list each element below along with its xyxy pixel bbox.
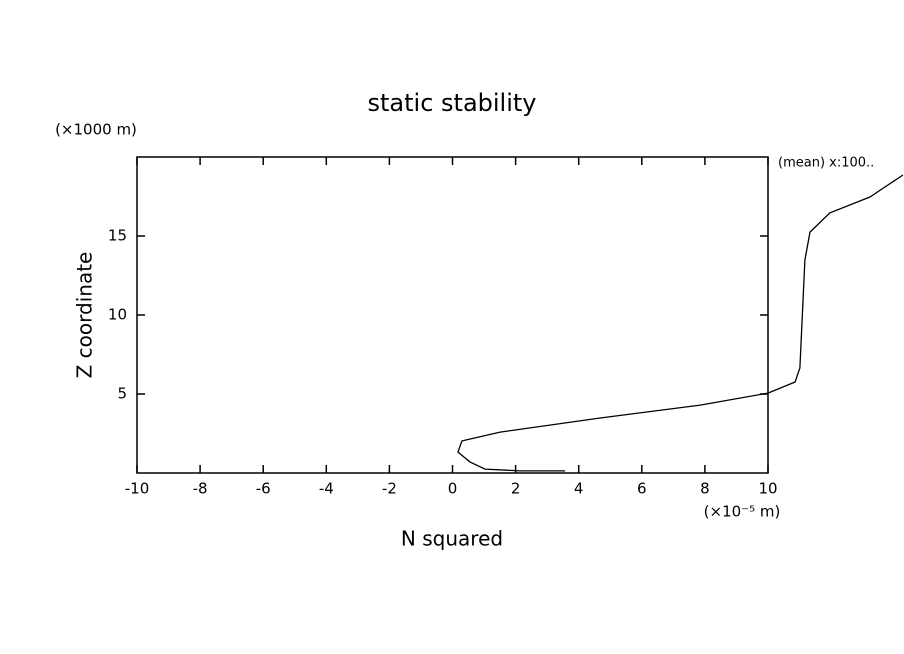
y-tick-label: 5 <box>117 385 127 403</box>
x-axis-label: N squared <box>401 527 503 551</box>
x-tick-label: -4 <box>319 480 334 498</box>
y-unit: (×1000 m) <box>55 121 137 139</box>
y-axis-label: Z coordinate <box>73 252 97 379</box>
y-tick-label: 10 <box>108 306 127 324</box>
x-tick-label: 8 <box>700 480 710 498</box>
y-tick-label: 15 <box>108 227 127 245</box>
x-tick-label: -10 <box>125 480 150 498</box>
x-tick-label: 6 <box>637 480 647 498</box>
x-tick-label: 2 <box>511 480 521 498</box>
data-line <box>457 174 904 472</box>
x-tick-label: -6 <box>256 480 271 498</box>
x-tick-label: 10 <box>758 480 777 498</box>
x-tick-label: -2 <box>382 480 397 498</box>
x-tick-label: 4 <box>574 480 584 498</box>
x-tick-label: 0 <box>448 480 458 498</box>
plot-frame <box>136 156 769 474</box>
chart-title: static stability <box>368 89 537 117</box>
x-unit: (×10⁻⁵ m) <box>704 503 781 521</box>
x-tick-label: -8 <box>193 480 208 498</box>
annotation: (mean) x:100.. <box>778 156 874 171</box>
